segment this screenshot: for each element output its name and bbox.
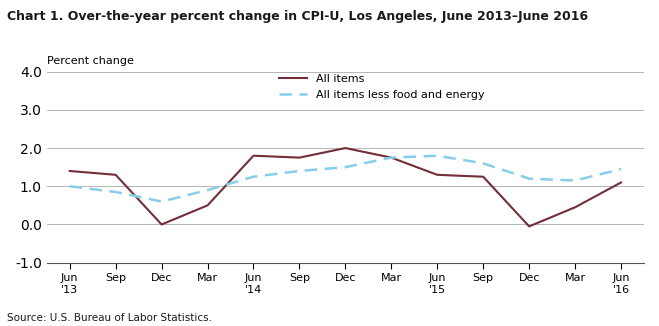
All items (158, 223, 165, 227)
All items less food and energy (571, 179, 579, 183)
All items less food and energy (204, 188, 212, 192)
All items (66, 169, 74, 173)
All items (434, 173, 442, 177)
Line: All items: All items (70, 148, 621, 226)
Text: Source: U.S. Bureau of Labor Statistics.: Source: U.S. Bureau of Labor Statistics. (7, 313, 212, 323)
Legend: All items, All items less food and energy: All items, All items less food and energ… (279, 73, 484, 100)
All items less food and energy (617, 167, 625, 171)
All items less food and energy (250, 175, 258, 179)
All items (295, 156, 303, 159)
Text: Percent change: Percent change (47, 56, 134, 66)
All items (111, 173, 119, 177)
All items less food and energy (158, 200, 165, 203)
All items (525, 224, 533, 228)
Text: Chart 1. Over-the-year percent change in CPI-U, Los Angeles, June 2013–June 2016: Chart 1. Over-the-year percent change in… (7, 10, 588, 23)
All items (617, 181, 625, 185)
All items less food and energy (341, 165, 349, 169)
Line: All items less food and energy: All items less food and energy (70, 156, 621, 201)
All items (341, 146, 349, 150)
All items less food and energy (66, 184, 74, 188)
All items (387, 156, 395, 159)
All items less food and energy (434, 154, 442, 158)
All items less food and energy (111, 190, 119, 194)
All items (250, 154, 258, 158)
All items less food and energy (387, 156, 395, 159)
All items (571, 205, 579, 209)
All items less food and energy (525, 177, 533, 181)
All items less food and energy (479, 161, 487, 165)
All items (479, 175, 487, 179)
All items (204, 203, 212, 207)
All items less food and energy (295, 169, 303, 173)
